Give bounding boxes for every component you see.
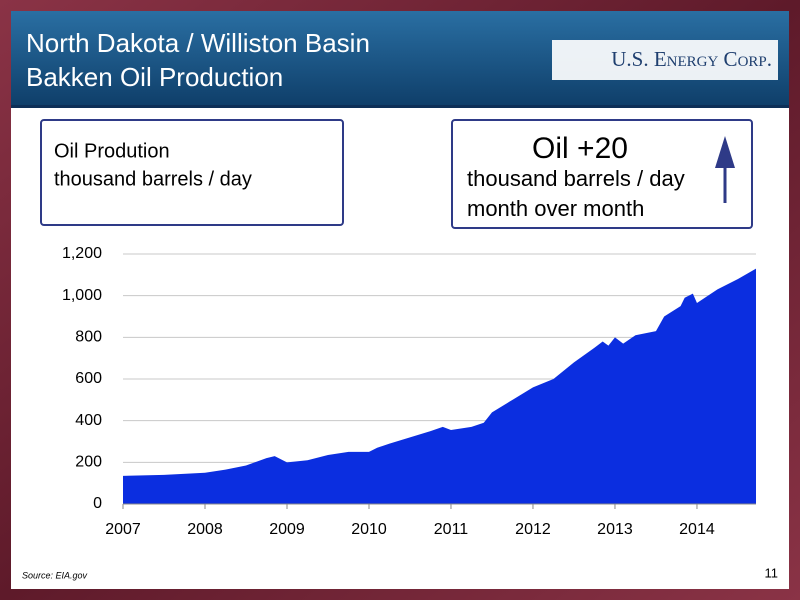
x-tick-label: 2008 (187, 521, 223, 538)
area (123, 268, 756, 504)
logo: U.S. Energy Corp. (611, 47, 772, 71)
y-tick-label: 1,200 (62, 245, 102, 262)
x-tick-label: 2014 (679, 521, 715, 538)
info-text: Oil Prodution (54, 140, 170, 162)
x-tick-label: 2012 (515, 521, 551, 538)
y-tick-label: 1,000 (62, 287, 102, 304)
y-tick-label: 800 (75, 329, 102, 346)
y-tick-label: 0 (93, 495, 102, 512)
y-tick-label: 200 (75, 454, 102, 471)
info-text: thousand barrels / day (467, 166, 685, 191)
x-tick-label: 2011 (434, 521, 469, 538)
x-tick-label: 2013 (597, 521, 633, 538)
slide-title: North Dakota / Williston Basin (26, 28, 370, 58)
y-tick-label: 600 (75, 370, 102, 387)
info-text: thousand barrels / day (54, 168, 252, 190)
logo-plate (552, 40, 778, 80)
up-arrow-head (715, 136, 735, 168)
info-box (451, 119, 753, 229)
y-tick-label: 400 (75, 412, 102, 429)
info-text: month over month (467, 196, 644, 221)
source-note: Source: EIA.gov (22, 570, 88, 580)
header-rule (11, 105, 789, 108)
plot: 0 200 400 600 800 1,000 1,200 2007 2008 2009 2010 2… (62, 245, 756, 538)
info-box (40, 119, 344, 226)
x-tick-label: 2009 (269, 521, 305, 538)
page-number: 11 (765, 565, 779, 580)
slide-title: Bakken Oil Production (26, 62, 283, 92)
x-tick-label: 2010 (351, 521, 387, 538)
x-tick-label: 2007 (105, 521, 141, 538)
info-headline: Oil +20 (532, 132, 628, 165)
